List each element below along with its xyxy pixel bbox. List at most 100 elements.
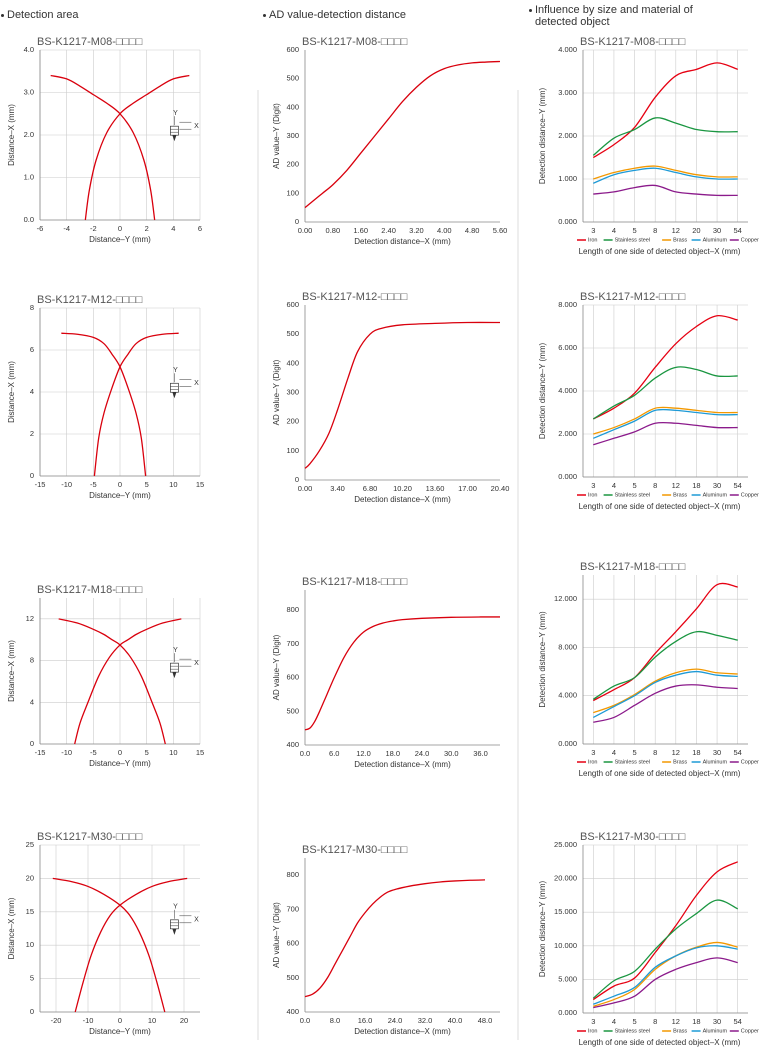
- x-axis-label: Distance–Y (mm): [89, 759, 151, 768]
- series-line: [593, 408, 738, 439]
- x-tick-label: 3: [591, 481, 595, 490]
- x-tick-label: 6.80: [363, 484, 378, 493]
- series-line: [52, 877, 166, 1013]
- icon-label: Y: [173, 367, 178, 374]
- x-tick-label: 4: [612, 481, 616, 490]
- y-tick-label: 500: [286, 74, 299, 83]
- y-tick-label: 600: [286, 300, 299, 309]
- y-tick-label: 0.0: [24, 215, 34, 224]
- y-tick-label: 0.000: [558, 1008, 577, 1017]
- x-tick-label: 24.0: [415, 749, 430, 758]
- icon-tip: [172, 135, 177, 142]
- chart-title: BS-K1217-M08-□□□□: [37, 36, 143, 48]
- x-tick-label: 3.40: [330, 484, 345, 493]
- sensor-icon: YX: [170, 647, 199, 679]
- series-line: [74, 618, 182, 745]
- x-tick-label: 15: [196, 480, 204, 489]
- legend-label: Copper: [741, 759, 759, 765]
- y-tick-label: 500: [286, 973, 299, 982]
- x-tick-label: 10: [169, 748, 177, 757]
- section-title: Detection area: [0, 9, 79, 21]
- x-tick-label: 4: [612, 1017, 616, 1026]
- icon-label: X: [194, 660, 199, 667]
- y-tick-label: 400: [286, 740, 299, 749]
- x-axis-label: Length of one side of detected object–X …: [579, 1038, 741, 1047]
- series-line: [593, 314, 738, 420]
- y-tick-label: 0.000: [558, 217, 577, 226]
- legend-label: Iron: [588, 759, 597, 765]
- chart-title: BS-K1217-M08-□□□□: [302, 36, 408, 48]
- icon-label: X: [194, 917, 199, 924]
- x-tick-label: -10: [83, 1016, 94, 1025]
- y-tick-label: 600: [286, 45, 299, 54]
- x-axis-label: Distance–Y (mm): [89, 235, 151, 244]
- chart-title: BS-K1217-M12-□□□□: [37, 294, 143, 306]
- y-tick-label: 200: [286, 160, 299, 169]
- legend-label: Aluminum: [703, 1028, 728, 1034]
- icon-label: Y: [173, 110, 178, 117]
- legend-label: Brass: [673, 1028, 687, 1034]
- x-tick-label: 0.0: [300, 1016, 310, 1025]
- y-tick-label: 700: [286, 639, 299, 648]
- icon-tip: [172, 672, 177, 679]
- icon-label: Y: [173, 647, 178, 654]
- x-tick-label: 30: [713, 481, 721, 490]
- legend-label: Stainless steel: [615, 759, 650, 765]
- legend-label: Brass: [673, 237, 687, 243]
- x-tick-label: 5: [632, 226, 636, 235]
- y-axis-label: Detection distance–Y (mm): [538, 88, 547, 185]
- y-tick-label: 1.0: [24, 172, 34, 181]
- y-tick-label: 15.000: [554, 907, 577, 916]
- chart-title: BS-K1217-M12-□□□□: [580, 291, 686, 303]
- x-tick-label: -15: [35, 480, 46, 489]
- x-tick-label: 4: [612, 226, 616, 235]
- y-tick-label: 20: [26, 873, 34, 882]
- x-tick-label: 24.0: [388, 1016, 403, 1025]
- x-tick-label: 0: [118, 224, 122, 233]
- icon-label: X: [194, 380, 199, 387]
- y-tick-label: 6: [30, 345, 34, 354]
- sensor-icon: YX: [170, 904, 199, 935]
- y-tick-label: 100: [286, 188, 299, 197]
- series-line: [593, 165, 738, 180]
- series-line: [593, 184, 738, 197]
- series-line: [592, 62, 738, 159]
- y-tick-label: 20.000: [554, 874, 577, 883]
- y-tick-label: 6.000: [558, 343, 577, 352]
- y-tick-label: 8: [30, 656, 34, 665]
- x-tick-label: 2: [145, 224, 149, 233]
- x-tick-label: 10: [169, 480, 177, 489]
- x-tick-label: 54: [734, 226, 742, 235]
- x-tick-label: 0: [118, 748, 122, 757]
- series-line: [74, 877, 188, 1013]
- x-tick-label: 0: [118, 480, 122, 489]
- legend-label: Aluminum: [703, 237, 728, 243]
- x-tick-label: 3: [591, 1017, 595, 1026]
- legend-label: Iron: [588, 237, 597, 243]
- x-tick-label: 54: [734, 748, 742, 757]
- legend-label: Aluminum: [703, 492, 728, 498]
- y-axis-label: Distance–X (mm): [7, 361, 16, 423]
- x-tick-label: 3: [591, 226, 595, 235]
- chart-title: BS-K1217-M30-□□□□: [37, 831, 143, 843]
- icon-label: Y: [173, 904, 178, 911]
- x-tick-label: -15: [35, 748, 46, 757]
- legend-label: Aluminum: [703, 759, 728, 765]
- sensor-icon: YX: [170, 110, 199, 142]
- x-tick-label: 4.80: [465, 226, 480, 235]
- series-line: [84, 74, 190, 221]
- x-tick-label: 8: [653, 1017, 657, 1026]
- y-axis-label: Distance–X (mm): [7, 104, 16, 166]
- icon-label: X: [194, 123, 199, 130]
- x-tick-label: 5: [145, 480, 149, 489]
- x-tick-label: 8: [653, 748, 657, 757]
- legend-label: Brass: [673, 492, 687, 498]
- series-line: [593, 668, 738, 714]
- x-tick-label: 40.0: [448, 1016, 463, 1025]
- x-axis-label: Detection distance–X (mm): [354, 495, 451, 504]
- y-tick-label: 2.000: [558, 429, 577, 438]
- y-tick-label: 0: [30, 739, 34, 748]
- x-axis-label: Distance–Y (mm): [89, 491, 151, 500]
- x-tick-label: 1.60: [353, 226, 368, 235]
- y-tick-label: 3.0: [24, 87, 34, 96]
